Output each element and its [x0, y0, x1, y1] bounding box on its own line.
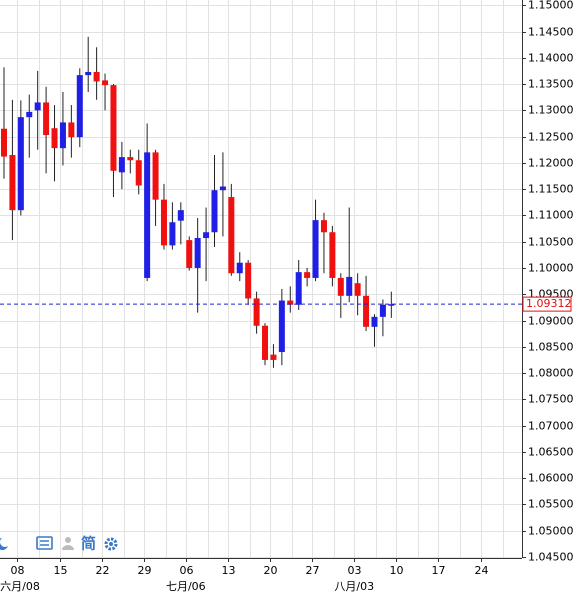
- candle-body: [262, 325, 269, 360]
- toolbar: 简: [0, 535, 118, 553]
- simplified-button[interactable]: 简: [81, 535, 96, 553]
- candle-body: [337, 277, 344, 296]
- candle-body: [363, 295, 370, 327]
- x-tick-label: 20: [264, 564, 278, 577]
- y-tick-label: 1.11000: [528, 209, 573, 222]
- candle-body: [245, 262, 252, 299]
- candle-body: [203, 232, 210, 239]
- y-tick-label: 1.06000: [528, 472, 573, 485]
- last-price-box: [522, 296, 572, 312]
- candle-body: [346, 276, 353, 296]
- candle-body: [177, 210, 184, 221]
- last-price-label: 1.09312: [526, 297, 572, 310]
- candles: [1, 36, 395, 368]
- y-tick-label: 1.08000: [528, 367, 573, 380]
- x-tick-label: 03: [348, 564, 362, 577]
- y-tick-label: 1.06500: [528, 446, 573, 459]
- candle-body: [127, 157, 134, 161]
- candle-body: [51, 128, 58, 149]
- x-tick-label: 10: [390, 564, 404, 577]
- candle-body: [85, 71, 92, 76]
- settings-icon[interactable]: [104, 537, 118, 551]
- x-tick-label: 15: [54, 564, 68, 577]
- keyboard-keys: [40, 540, 49, 546]
- x-tick-label: 13: [222, 564, 236, 577]
- candle-body: [26, 111, 33, 118]
- y-tick-label: 1.10500: [528, 236, 573, 249]
- candle-body: [1, 128, 7, 157]
- candle-body: [312, 220, 319, 278]
- candle-body: [110, 85, 117, 171]
- x-tick-label: 22: [96, 564, 110, 577]
- month-label: 八月/03: [334, 580, 374, 593]
- candle-body: [270, 354, 277, 360]
- y-tick-label: 1.05500: [528, 498, 573, 511]
- candle-body: [278, 300, 285, 353]
- settings-center: [109, 542, 113, 546]
- candle-body: [304, 272, 311, 278]
- month-label: 六月/08: [0, 580, 40, 593]
- y-tick-label: 1.09000: [528, 315, 573, 328]
- candle-body: [295, 272, 302, 305]
- x-tick-label: 06: [180, 564, 194, 577]
- x-tick-label: 29: [138, 564, 152, 577]
- candle-body: [169, 222, 176, 246]
- candle-body: [118, 157, 125, 173]
- candle-body: [379, 304, 386, 317]
- candle-body: [43, 102, 50, 136]
- candle-body: [236, 262, 243, 274]
- x-tick-label: 27: [306, 564, 320, 577]
- y-tick-label: 1.12500: [528, 131, 573, 144]
- candle-body: [287, 300, 294, 305]
- grid: [0, 0, 522, 558]
- y-tick-label: 1.08500: [528, 341, 573, 354]
- y-tick-label: 1.05000: [528, 525, 573, 538]
- candle-body: [76, 75, 83, 138]
- y-tick-label: 1.14000: [528, 52, 573, 65]
- y-tick-label: 1.15000: [528, 0, 573, 12]
- candle-body: [152, 152, 159, 200]
- candle-body: [186, 240, 193, 268]
- x-tick-label: 17: [432, 564, 446, 577]
- candle-body: [17, 117, 24, 211]
- y-tick-label: 1.13500: [528, 78, 573, 91]
- keyboard-icon[interactable]: [36, 536, 53, 550]
- candle-body: [329, 232, 336, 278]
- y-tick-label: 1.13000: [528, 104, 573, 117]
- y-tick-label: 1.07500: [528, 393, 573, 406]
- candle-body: [160, 199, 167, 246]
- candle-body: [219, 186, 226, 191]
- candle-body: [371, 316, 378, 327]
- candle-body: [228, 197, 235, 274]
- candle-body: [135, 160, 142, 186]
- candle-body: [354, 283, 361, 296]
- candle-body: [102, 80, 109, 86]
- x-tick-label: 08: [11, 564, 25, 577]
- y-tick-label: 1.12000: [528, 157, 573, 170]
- candle-body: [194, 238, 201, 268]
- month-label: 七月/06: [166, 580, 206, 593]
- user-icon[interactable]: [65, 537, 71, 543]
- candle-body: [59, 122, 66, 149]
- candle-body: [144, 152, 151, 278]
- candle-body: [93, 71, 100, 82]
- y-tick-label: 1.07000: [528, 420, 573, 433]
- candle-body: [253, 298, 260, 326]
- moon-icon[interactable]: [0, 538, 8, 550]
- y-tick-label: 1.10000: [528, 262, 573, 275]
- candle-body: [388, 304, 395, 306]
- candle-body: [320, 220, 327, 233]
- user-body: [62, 545, 74, 550]
- y-tick-label: 1.04500: [528, 551, 573, 564]
- candle-body: [9, 155, 16, 211]
- y-tick-label: 1.11500: [528, 183, 573, 196]
- candle-body: [34, 102, 41, 111]
- y-tick-label: 1.14500: [528, 26, 573, 39]
- candle-body: [68, 122, 75, 138]
- candle-body: [211, 190, 218, 233]
- x-tick-label: 24: [475, 564, 489, 577]
